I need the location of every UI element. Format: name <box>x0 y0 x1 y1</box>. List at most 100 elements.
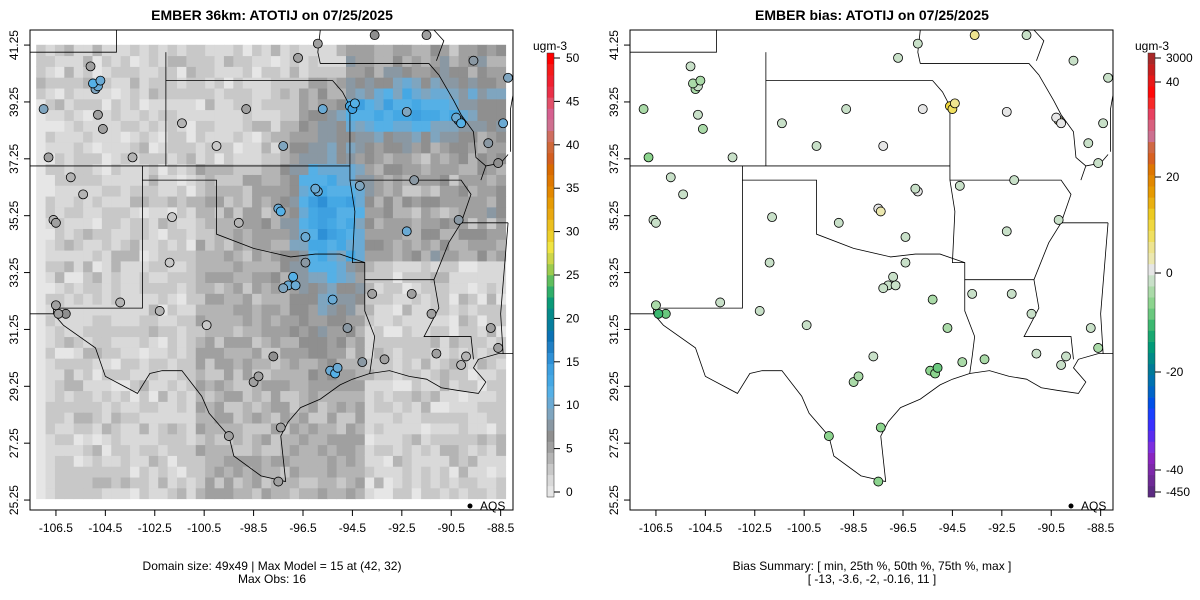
grid-cell <box>430 401 441 413</box>
grid-cell <box>73 379 84 392</box>
grid-cell <box>299 44 309 57</box>
grid-cell <box>101 455 112 467</box>
grid-cell <box>299 174 309 186</box>
grid-cell <box>101 422 112 435</box>
grid-cell <box>214 433 225 446</box>
grid-cell <box>421 55 431 67</box>
grid-cell <box>233 271 244 284</box>
grid-cell <box>223 347 234 359</box>
station-marker <box>288 271 299 282</box>
grid-cell <box>327 163 338 175</box>
grid-cell <box>421 44 431 57</box>
grid-cell <box>195 487 206 500</box>
grid-cell <box>45 88 56 100</box>
right-legend-label: AQS <box>1081 499 1106 513</box>
grid-cell <box>252 412 262 424</box>
grid-cell <box>120 66 131 78</box>
grid-cell <box>130 347 140 359</box>
grid-cell <box>336 325 347 338</box>
grid-cell <box>45 142 56 154</box>
grid-cell <box>449 66 460 78</box>
grid-cell <box>148 163 159 175</box>
grid-cell <box>336 174 347 186</box>
station-marker <box>115 297 126 308</box>
grid-cell <box>430 142 441 154</box>
grid-cell <box>496 379 507 392</box>
grid-cell <box>477 314 488 327</box>
grid-cell <box>205 163 216 175</box>
grid-cell <box>317 412 328 424</box>
grid-cell <box>242 228 253 240</box>
grid-cell <box>486 142 497 154</box>
grid-cell <box>327 487 338 500</box>
grid-cell <box>299 282 309 294</box>
grid-cell <box>289 250 300 262</box>
grid-cell <box>449 325 460 338</box>
grid-cell <box>92 433 103 446</box>
grid-cell <box>261 98 272 111</box>
grid-cell <box>299 142 309 154</box>
grid-cell <box>308 336 319 348</box>
grid-cell <box>120 131 131 143</box>
grid-cell <box>111 444 122 456</box>
grid-cell <box>327 422 338 435</box>
grid-cell <box>45 98 56 111</box>
grid-cell <box>289 444 300 456</box>
grid-cell <box>261 152 272 165</box>
grid-cell <box>195 185 206 197</box>
grid-cell <box>486 433 497 446</box>
grid-cell <box>73 196 84 208</box>
grid-cell <box>449 98 460 111</box>
grid-cell <box>158 55 169 67</box>
grid-cell <box>280 152 291 165</box>
grid-cell <box>468 444 478 456</box>
grid-cell <box>223 142 234 154</box>
grid-cell <box>233 44 244 57</box>
grid-cell <box>355 433 366 446</box>
x-tick-label: -94.5 <box>939 521 967 535</box>
grid-cell <box>92 88 103 100</box>
station-bias-marker <box>942 323 953 333</box>
grid-cell <box>327 120 338 132</box>
grid-cell <box>242 293 253 305</box>
grid-cell <box>195 293 206 305</box>
grid-cell <box>392 250 403 262</box>
colorbar-swatch <box>547 219 554 231</box>
grid-cell <box>374 163 385 175</box>
grid-cell <box>486 444 497 456</box>
y-tick-label: 25.25 <box>607 485 621 515</box>
grid-cell <box>101 390 112 402</box>
colorbar-swatch <box>547 130 554 143</box>
grid-cell <box>139 55 150 67</box>
colorbar-swatch <box>547 53 554 65</box>
grid-cell <box>158 131 169 143</box>
grid-cell <box>252 217 262 229</box>
grid-cell <box>270 401 281 413</box>
station-bias-marker <box>878 283 889 294</box>
grid-cell <box>477 390 488 402</box>
grid-cell <box>92 336 103 348</box>
station-bias-marker <box>927 294 938 305</box>
grid-cell <box>364 66 375 78</box>
station-bias-marker <box>693 109 703 120</box>
grid-cell <box>158 44 169 57</box>
grid-cell <box>205 314 216 327</box>
station-marker <box>93 109 103 120</box>
grid-cell <box>261 336 272 348</box>
grid-cell <box>214 304 225 316</box>
grid-cell <box>299 196 309 208</box>
grid-cell <box>101 487 112 500</box>
grid-cell <box>345 163 356 175</box>
grid-cell <box>364 422 375 435</box>
grid-cell <box>36 390 47 402</box>
grid-cell <box>252 282 262 294</box>
grid-cell <box>92 379 103 392</box>
x-tick-label: -96.5 <box>889 521 917 535</box>
grid-cell <box>317 66 328 78</box>
grid-cell <box>439 196 450 208</box>
grid-cell <box>430 422 441 435</box>
grid-cell <box>252 455 262 467</box>
grid-cell <box>83 390 94 402</box>
grid-cell <box>449 314 460 327</box>
station-marker <box>278 283 289 294</box>
